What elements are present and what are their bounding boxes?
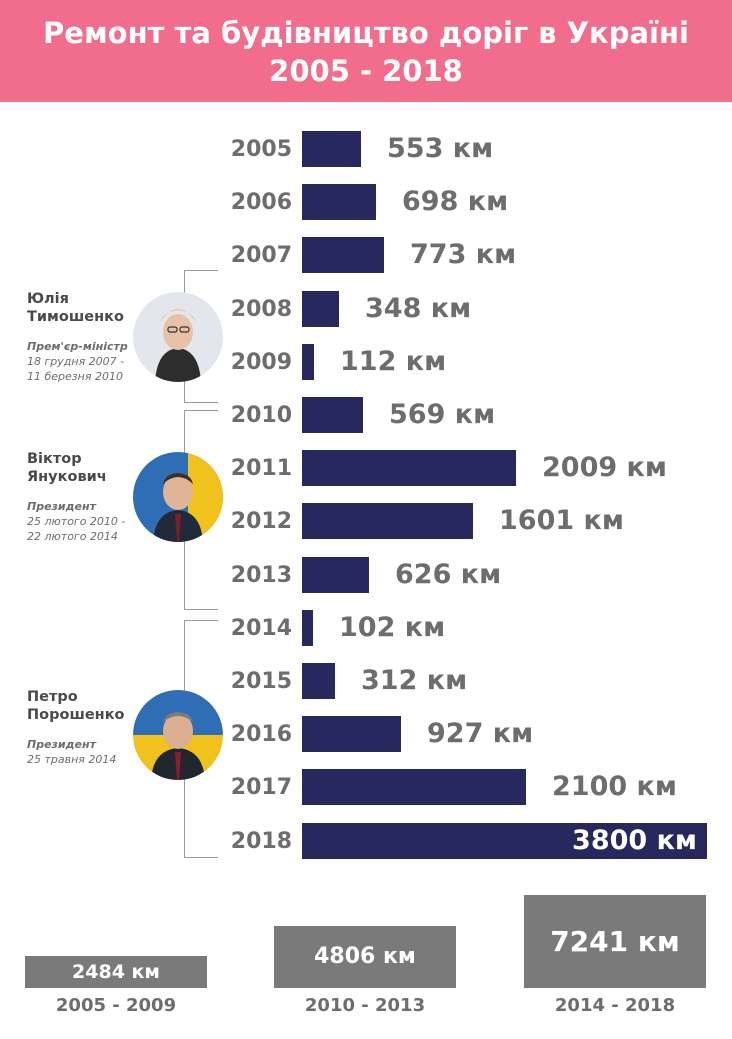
bar	[302, 291, 339, 327]
bracket-tick	[184, 270, 218, 271]
period-total-bar	[524, 895, 706, 988]
year-label: 2009	[230, 350, 292, 375]
bar	[302, 397, 363, 433]
period-total-value: 4806 км	[314, 944, 416, 969]
bar-value-label: 348 км	[365, 293, 472, 324]
period-label: 2010 - 2013	[304, 995, 426, 1016]
person-name: Віктор Янукович	[27, 451, 107, 485]
year-label: 2013	[230, 563, 292, 588]
bar	[302, 344, 314, 380]
title-banner: Ремонт та будівництво доріг в Україні 20…	[0, 0, 732, 102]
bracket-tick	[184, 402, 218, 403]
period-label: 2014 - 2018	[554, 995, 676, 1016]
bar-value-label: 3800 км	[572, 825, 697, 856]
person-term-dates: 25 травня 2014	[27, 753, 117, 766]
person-name: Юлія Тимошенко	[27, 291, 124, 325]
bar	[302, 823, 707, 859]
bracket-tick	[184, 609, 218, 610]
bar	[302, 557, 369, 593]
bar-value-label: 927 км	[427, 718, 534, 749]
bar	[302, 716, 401, 752]
bar	[302, 131, 361, 167]
year-label: 2016	[230, 722, 292, 747]
period-total-bar	[274, 926, 456, 988]
bracket-tick	[184, 620, 218, 621]
title-line-2: 2005 - 2018	[269, 54, 463, 88]
year-label: 2012	[230, 509, 292, 534]
year-label: 2010	[230, 403, 292, 428]
person-portrait-icon	[133, 292, 223, 382]
bar	[302, 237, 384, 273]
person-role: Президент	[27, 500, 96, 513]
period-total-bar	[25, 956, 207, 988]
bracket-tick	[184, 410, 218, 411]
person-portrait-icon	[133, 690, 223, 780]
year-label: 2005	[230, 137, 292, 162]
bracket-tick	[184, 857, 218, 858]
bar	[302, 503, 473, 539]
bar-value-label: 569 км	[389, 399, 496, 430]
person-term-dates: 25 лютого 2010 - 22 лютого 2014	[27, 515, 126, 543]
title-line-1: Ремонт та будівництво доріг в Україні	[43, 16, 689, 50]
bar-value-label: 2100 км	[552, 771, 677, 802]
bar-value-label: 626 км	[395, 559, 502, 590]
year-label: 2017	[230, 775, 292, 800]
year-label: 2018	[230, 829, 292, 854]
person-portrait-icon	[133, 452, 223, 542]
person-term-dates: 18 грудня 2007 - 11 березня 2010	[27, 355, 125, 383]
year-label: 2011	[230, 456, 292, 481]
bar	[302, 663, 335, 699]
year-label: 2008	[230, 297, 292, 322]
bar-value-label: 112 км	[340, 346, 447, 377]
person-name: Петро Порошенко	[27, 689, 125, 723]
chart-title: Ремонт та будівництво доріг в Україні 20…	[0, 14, 732, 90]
person-role: Президент	[27, 738, 96, 751]
bar-value-label: 312 км	[361, 665, 468, 696]
year-label: 2015	[230, 669, 292, 694]
bar-value-label: 553 км	[387, 133, 494, 164]
bar-value-label: 698 км	[402, 186, 509, 217]
person-role: Прем'єр-міністр	[27, 340, 128, 353]
year-label: 2006	[230, 190, 292, 215]
period-total-value: 7241 км	[550, 925, 680, 958]
period-total-value: 2484 км	[72, 961, 160, 983]
bar	[302, 610, 313, 646]
bar-value-label: 2009 км	[542, 452, 667, 483]
bar-value-label: 1601 км	[499, 505, 624, 536]
bar-value-label: 102 км	[339, 612, 446, 643]
period-label: 2005 - 2009	[55, 995, 177, 1016]
bar	[302, 184, 376, 220]
year-label: 2014	[230, 616, 292, 641]
bar	[302, 769, 526, 805]
year-label: 2007	[230, 243, 292, 268]
bar-value-label: 773 км	[410, 239, 517, 270]
bar	[302, 450, 516, 486]
